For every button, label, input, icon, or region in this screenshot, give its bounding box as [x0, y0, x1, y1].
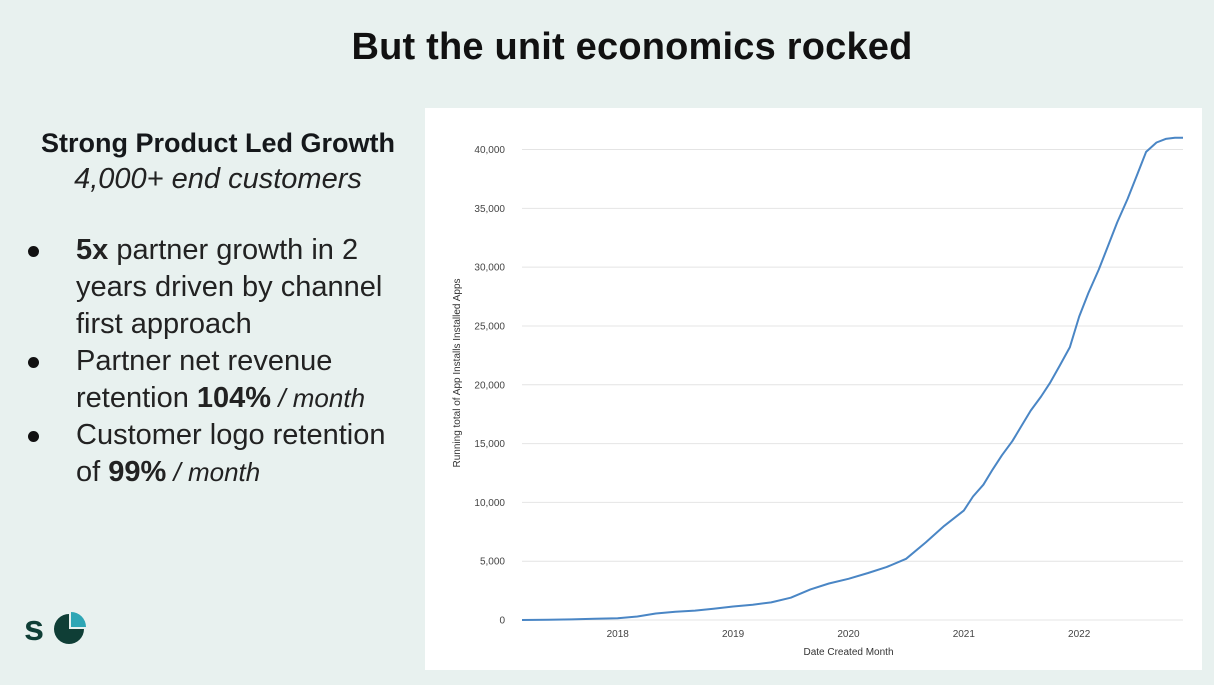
- chart-card: 0 5,000 10,000 15,000 20,000 25,000 30,000 35,0…: [425, 108, 1202, 670]
- bullet-bold: 5x: [76, 234, 109, 266]
- y-tick-label: 25,000: [474, 321, 505, 332]
- y-tick-label: 0: [499, 616, 505, 627]
- bullet-text: Customer logo retention of: [76, 419, 386, 488]
- y-axis-label: Running total of App Installs Installed …: [452, 278, 463, 467]
- series-line: [521, 136, 1183, 621]
- bullet-dot-icon: [28, 431, 39, 442]
- x-axis-label: Date Created Month: [803, 647, 893, 658]
- bullet-italic: / month: [271, 383, 366, 413]
- y-tick-label: 10,000: [474, 498, 505, 509]
- x-tick-label: 2018: [607, 629, 630, 640]
- bullet-text: partner growth in 2 years driven by chan…: [76, 234, 383, 340]
- y-tick-label: 40,000: [474, 145, 505, 156]
- bullet-list: 5x partner growth in 2 years driven by c…: [22, 232, 414, 491]
- bullet-dot-icon: [28, 246, 39, 257]
- y-tick-label: 15,000: [474, 439, 505, 450]
- x-tick-label: 2022: [1068, 629, 1091, 640]
- bullet-italic: / month: [166, 457, 261, 487]
- pie-chart-icon: [54, 612, 86, 644]
- summary-panel: Strong Product Led Growth 4,000+ end cus…: [22, 128, 414, 491]
- x-tick-label: 2019: [722, 629, 745, 640]
- bullet-text: Partner net revenue retention: [76, 345, 333, 414]
- bullet-dot-icon: [28, 357, 39, 368]
- x-tick-label: 2021: [953, 629, 976, 640]
- x-tick-label: 2020: [837, 629, 860, 640]
- y-tick-label: 5,000: [480, 557, 505, 568]
- line-chart: 0 5,000 10,000 15,000 20,000 25,000 30,000 35,0…: [452, 136, 1183, 658]
- customer-count: 4,000+ end customers: [74, 163, 362, 195]
- bullet-net-revenue: Partner net revenue retention 104% / mon…: [22, 343, 414, 417]
- bullet-bold: 104%: [196, 382, 272, 414]
- bullet-partner-growth: 5x partner growth in 2 years driven by c…: [22, 232, 414, 343]
- subhead: Strong Product Led Growth: [41, 128, 395, 158]
- company-logo: s: [24, 610, 86, 646]
- y-tick-label: 30,000: [474, 263, 505, 274]
- y-tick-label: 20,000: [474, 380, 505, 391]
- logo-letter: s: [24, 610, 44, 646]
- bullet-logo-retention: Customer logo retention of 99% / month: [22, 417, 414, 491]
- slide-title: But the unit economics rocked: [351, 26, 913, 68]
- bullet-bold: 99%: [108, 456, 167, 488]
- y-tick-label: 35,000: [474, 204, 505, 215]
